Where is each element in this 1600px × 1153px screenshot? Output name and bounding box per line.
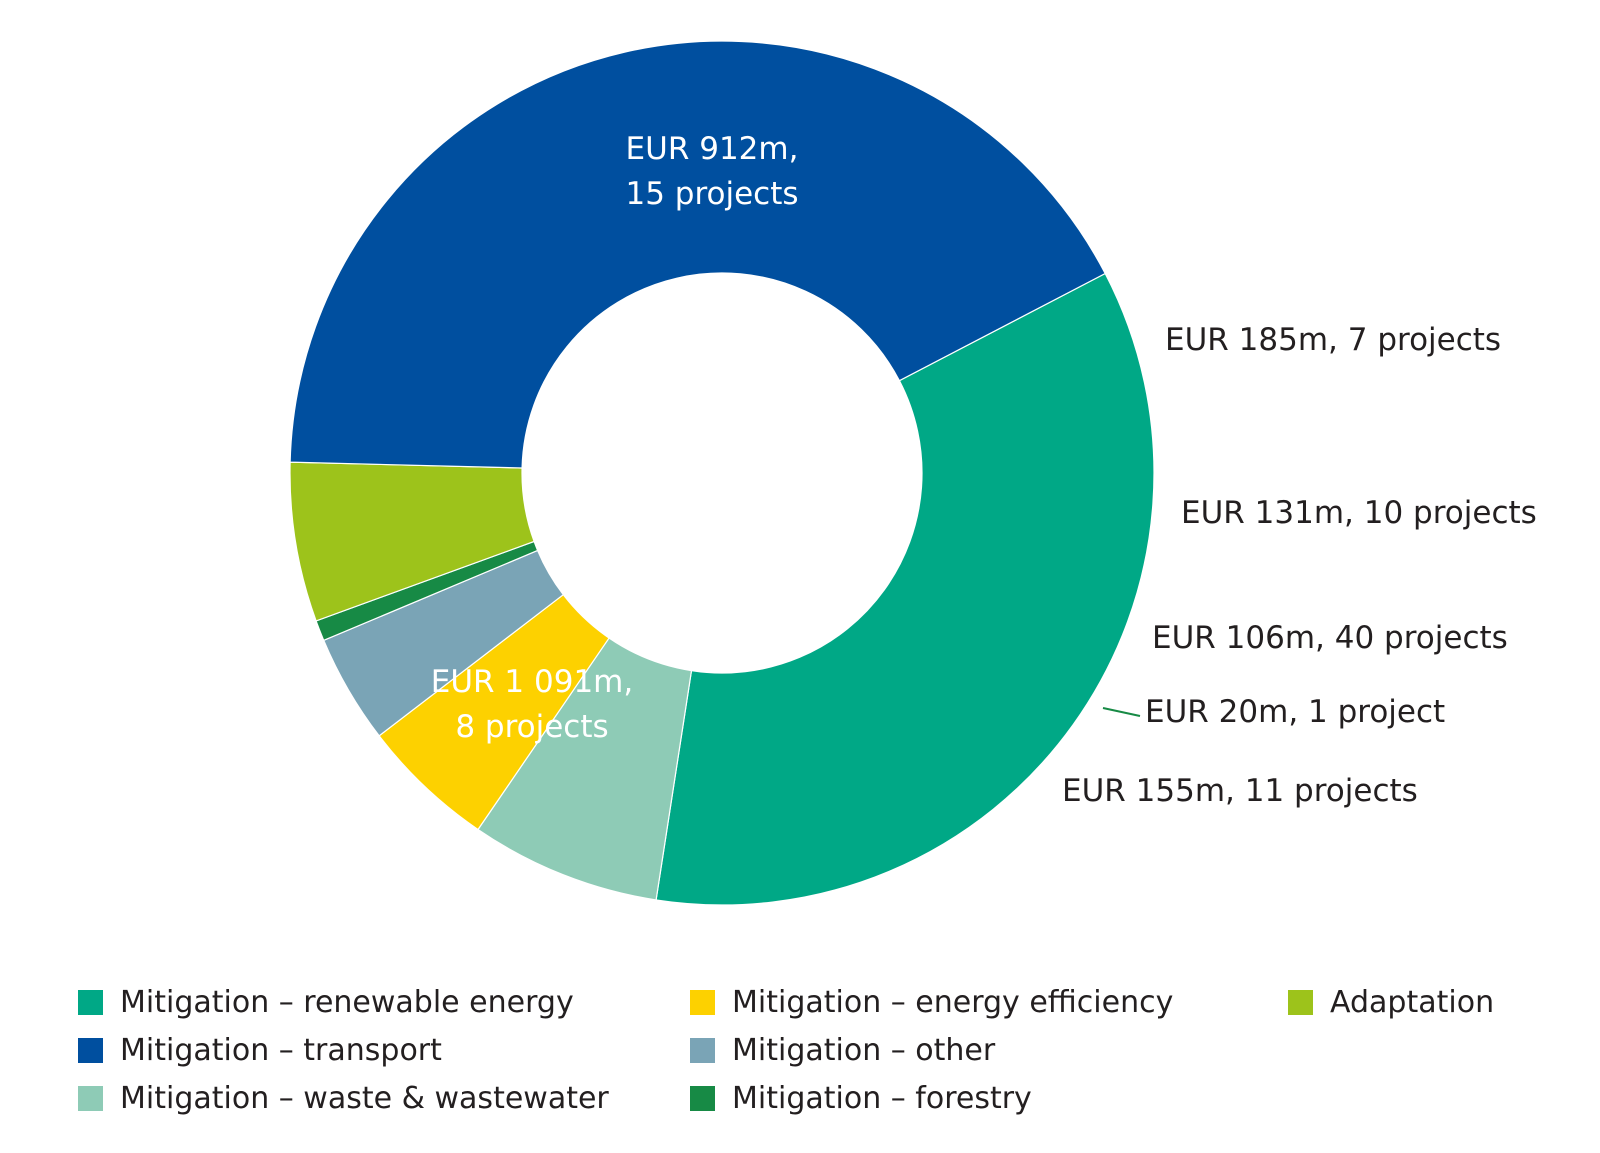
legend-item-renewable-energy: Mitigation – renewable energy [78, 982, 574, 1022]
legend-item-forestry: Mitigation – forestry [690, 1078, 1032, 1118]
legend-item-waste-wastewater: Mitigation – waste & wastewater [78, 1078, 609, 1118]
slice-data-label: EUR 155m, 11 projects [1062, 773, 1418, 809]
slice-data-label: EUR 912m, 15 projects [625, 131, 798, 212]
legend-swatch [690, 989, 715, 1015]
legend-label: Mitigation – renewable energy [120, 984, 574, 1020]
legend-item-energy-efficiency: Mitigation – energy efficiency [690, 982, 1173, 1022]
slice-data-label: EUR 131m, 10 projects [1181, 495, 1537, 531]
legend-swatch [78, 989, 103, 1015]
slice-data-label: EUR 20m, 1 project [1145, 694, 1445, 730]
legend-label: Mitigation – other [732, 1032, 996, 1068]
slice-data-label: EUR 185m, 7 projects [1165, 322, 1501, 358]
slice-data-label: EUR 106m, 40 projects [1152, 620, 1508, 656]
legend-label: Mitigation – forestry [732, 1080, 1032, 1116]
slice-data-label: EUR 1 091m, 8 projects [431, 664, 633, 745]
legend-swatch [690, 1085, 715, 1111]
legend-swatch [78, 1037, 103, 1063]
label-leader-line [1102, 707, 1141, 717]
legend-swatch [78, 1085, 103, 1111]
donut-chart: EUR 912m, 15 projects EUR 185m, 7 projects… [289, 40, 1537, 906]
legend-label: Mitigation – transport [120, 1032, 442, 1068]
legend-item-adaptation: Adaptation [1288, 982, 1494, 1022]
legend-label: Mitigation – waste & wastewater [120, 1080, 609, 1116]
legend-swatch [690, 1037, 715, 1063]
donut-slice-mitigation-transport [289, 40, 1106, 469]
legend-swatch [1288, 989, 1313, 1015]
legend-item-other: Mitigation – other [690, 1030, 995, 1070]
legend-label: Adaptation [1330, 984, 1495, 1020]
legend-label: Mitigation – energy efficiency [732, 984, 1174, 1020]
donut-slice-mitigation-renewable-energy [655, 272, 1155, 906]
legend-item-transport: Mitigation – transport [78, 1030, 442, 1070]
